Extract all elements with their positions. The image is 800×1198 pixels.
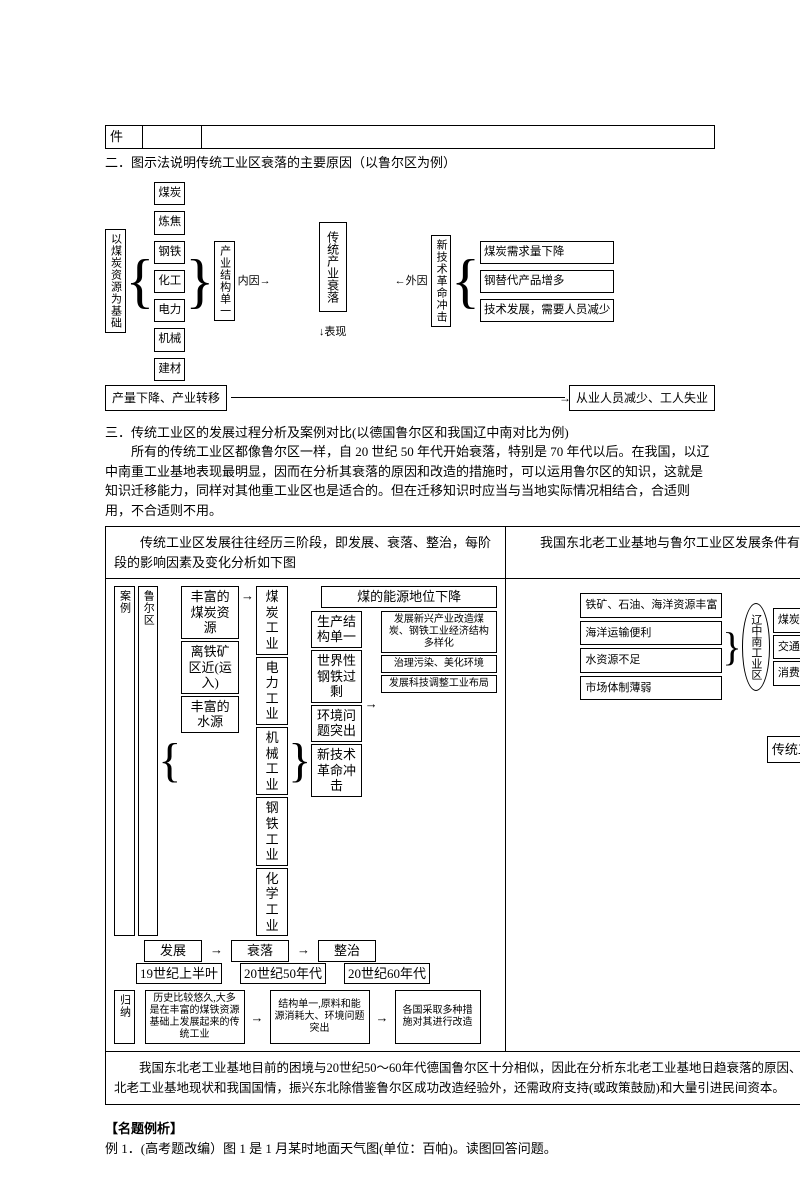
comparison-diagram: 铁矿、石油、海洋资源丰富海洋运输便利水资源不足市场体制薄弱 } 辽中南工业区 煤…: [506, 579, 800, 1052]
left-basis: 以煤炭资源为基础: [105, 229, 126, 333]
foot-left: 产量下降、产业转移: [105, 385, 227, 411]
flow-diagram-ruhr: 案例 鲁尔区 { 丰富的煤炭资源 离铁矿区近(运入) 丰富的水源 → 煤炭工业电…: [106, 579, 506, 1052]
example-heading: 【名题例析】: [105, 1119, 715, 1139]
section-2-heading: 二．图示法说明传统工业区衰落的主要原因（以鲁尔区为例）: [105, 153, 715, 173]
tbl-head-left: 传统工业区发展往往经历三阶段，即发展、衰落、整治，每阶段的影响因素及变化分析如下…: [114, 533, 497, 572]
top-table: 件: [105, 125, 715, 149]
impact-list: 煤炭需求量下降钢替代产品增多技术发展，需要人员减少: [480, 239, 615, 325]
section-3-heading: 三．传统工业区的发展过程分析及案例对比(以德国鲁尔区和我国辽中南对比为例): [105, 423, 715, 443]
center-decline: 传统产业衰落: [319, 222, 347, 312]
traditional-sector: 传统工业部门: [767, 736, 800, 764]
diagram-ruhr-decline: 以煤炭资源为基础 { 煤炭炼焦钢铁化工电力机械建材 } 产业结构单一 内因→ 传…: [105, 180, 715, 411]
example-text: 例 1．(高考题改编）图 1 是 1 月某时地面天气图(单位：百帕)。读图回答问…: [105, 1139, 715, 1159]
table-note: 我国东北老工业基地目前的困境与20世纪50～60年代德国鲁尔区十分相似，因此在分…: [114, 1058, 800, 1098]
foot-right: 从业人员减少、工人失业: [569, 385, 715, 411]
comparison-table: 传统工业区发展往往经历三阶段，即发展、衰落、整治，每阶段的影响因素及变化分析如下…: [105, 526, 800, 1105]
industry-list: 煤炭炼焦钢铁化工电力机械建材: [154, 180, 185, 383]
tech-revolution: 新技术革命冲击: [431, 235, 452, 327]
cell-jian: 件: [106, 126, 143, 149]
oval-liaoning: 辽中南工业区: [742, 603, 770, 691]
section-3-para: 所有的传统工业区都像鲁尔区一样，自 20 世纪 50 年代开始衰落，特别是 70…: [105, 442, 715, 520]
structure-single: 产业结构单一: [214, 241, 235, 321]
tbl-head-right: 我国东北老工业基地与鲁尔工业区发展条件有很多相同之处，也有一些不同之处，如下图: [514, 533, 800, 553]
